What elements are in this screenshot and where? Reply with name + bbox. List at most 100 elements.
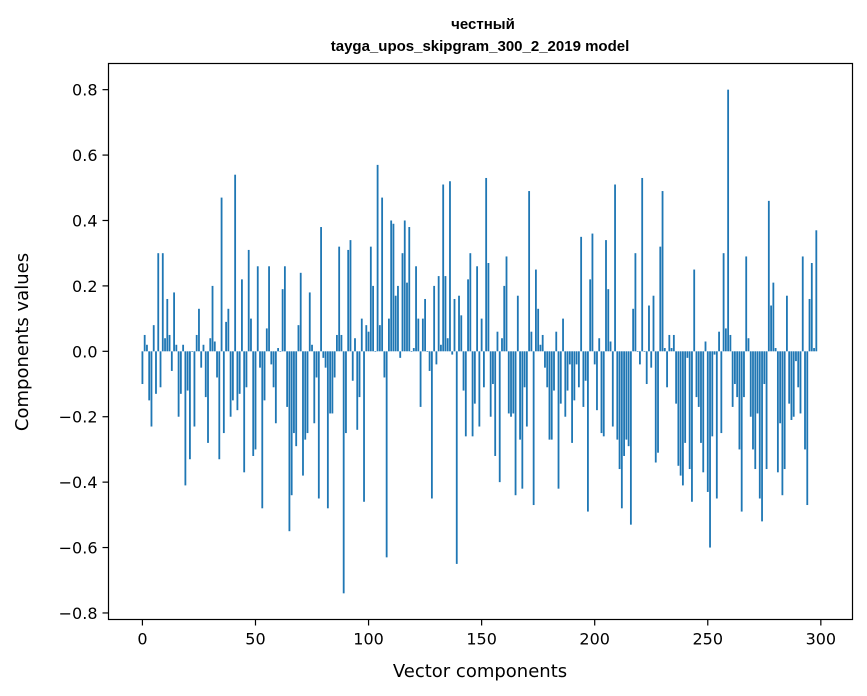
bar: [415, 266, 417, 352]
x-tick-label: 0: [137, 630, 147, 649]
bar: [776, 351, 779, 473]
bar: [152, 325, 155, 352]
bar: [571, 351, 573, 443]
bar: [170, 351, 173, 371]
bar: [620, 351, 623, 509]
bar: [774, 348, 777, 352]
bar: [155, 351, 157, 394]
bar: [297, 325, 300, 352]
bar: [202, 344, 205, 352]
bar: [198, 308, 200, 352]
bar: [661, 191, 664, 352]
bar: [313, 351, 316, 424]
bar: [241, 279, 243, 352]
x-axis-ticks: 0 50 100 150 200 250 300: [137, 619, 836, 649]
bar: [675, 351, 678, 404]
bar: [582, 351, 585, 407]
bar: [453, 298, 456, 352]
bar: [270, 351, 273, 365]
bar: [320, 227, 322, 352]
bar: [754, 351, 757, 470]
bar: [268, 266, 270, 352]
bar: [521, 351, 524, 489]
bar: [446, 338, 449, 352]
x-tick-label: 200: [579, 630, 610, 649]
bar: [528, 191, 531, 352]
bar: [786, 295, 788, 352]
bar: [349, 240, 352, 352]
bar: [177, 351, 180, 417]
bar: [238, 351, 241, 394]
bar: [277, 348, 280, 352]
bar: [211, 285, 214, 352]
bar: [720, 351, 723, 434]
bar: [810, 263, 813, 352]
bar: [406, 282, 408, 352]
bar: [148, 351, 151, 401]
x-tick-label: 250: [692, 630, 723, 649]
bar: [417, 318, 420, 352]
bar: [756, 351, 759, 414]
bar: [519, 351, 521, 440]
bar: [503, 285, 506, 352]
bar: [629, 351, 632, 525]
bar: [677, 351, 680, 466]
bar: [363, 351, 365, 502]
bar: [770, 305, 772, 352]
bar: [659, 246, 662, 352]
bar: [763, 351, 766, 385]
bar: [666, 351, 668, 388]
bar: [225, 321, 227, 352]
bar: [259, 351, 261, 368]
bar: [141, 351, 144, 385]
bar: [329, 351, 332, 414]
bar: [498, 351, 501, 483]
bar: [489, 351, 492, 417]
bar: [487, 263, 490, 352]
bar: [231, 351, 234, 401]
bar: [304, 351, 307, 440]
bar: [175, 344, 178, 352]
bar: [207, 351, 209, 443]
bar: [189, 351, 191, 460]
bar: [385, 351, 388, 558]
bar: [333, 351, 336, 378]
bar: [372, 285, 374, 352]
bar: [806, 351, 809, 506]
bar: [440, 344, 442, 352]
bar: [510, 351, 512, 417]
bar: [306, 351, 309, 434]
bar: [623, 351, 625, 456]
bar: [150, 351, 153, 427]
bar: [743, 351, 745, 398]
bars-group: [141, 89, 818, 594]
bar: [634, 253, 637, 352]
bar: [252, 351, 255, 456]
bar: [419, 351, 422, 407]
y-tick-label: 0.4: [72, 211, 97, 230]
bar: [781, 351, 784, 496]
bar: [254, 351, 257, 450]
bar: [274, 351, 277, 424]
bar: [618, 351, 621, 470]
bar: [476, 266, 479, 352]
bar: [367, 331, 370, 352]
bar: [408, 227, 411, 352]
bar: [322, 351, 325, 358]
y-axis-ticks: −0.8 −0.6 −0.4 −0.2 0.0 0.2 0.4 0.6 0.8: [59, 81, 109, 623]
bar: [580, 236, 583, 352]
bar: [544, 351, 546, 368]
bar: [584, 351, 587, 381]
y-tick-label: −0.8: [59, 604, 98, 623]
plot-frame: [107, 62, 854, 621]
bar: [765, 351, 768, 470]
bar: [783, 351, 786, 470]
y-tick-label: −0.4: [59, 473, 98, 492]
bar: [530, 331, 533, 352]
bar: [496, 331, 499, 352]
bar: [609, 341, 612, 352]
bar: [412, 348, 415, 352]
bar: [799, 351, 802, 414]
bar: [516, 295, 519, 352]
y-tick-label: 0.0: [72, 342, 97, 361]
